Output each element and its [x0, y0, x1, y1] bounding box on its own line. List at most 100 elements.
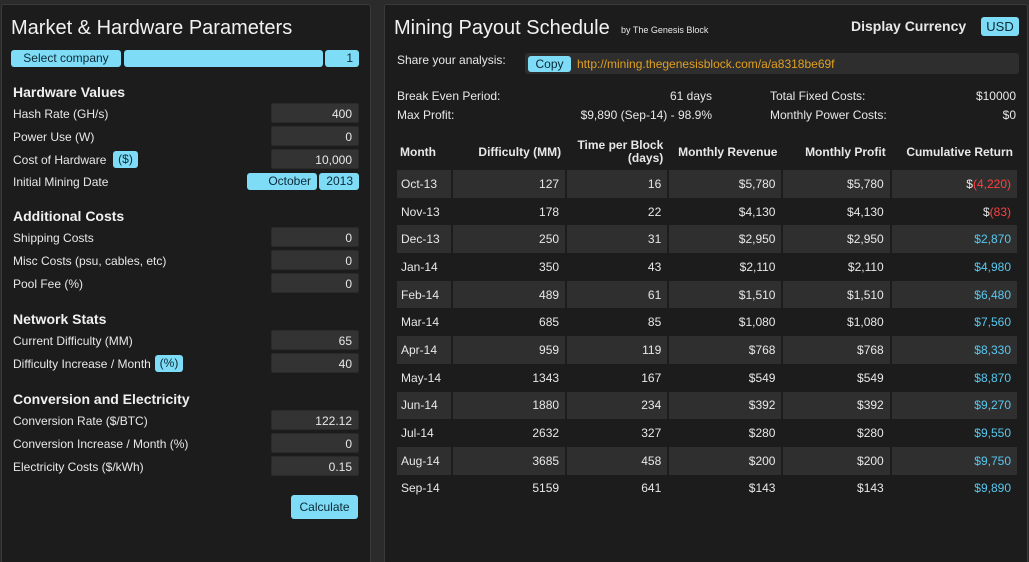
monthly-profit-cell: $2,110: [847, 259, 884, 274]
monthly-revenue-cell: $143: [748, 481, 776, 496]
month-cell: Nov-13: [401, 204, 440, 219]
table-row: May-14 1343 167 $549 $549 $8,870: [397, 364, 1017, 392]
market-hardware-panel: Market & Hardware Parameters Select comp…: [1, 4, 371, 562]
section-conversion-electricity: Conversion and Electricity: [13, 391, 190, 407]
month-cell: Oct-13: [397, 170, 451, 198]
month-cell: Aug-14: [397, 446, 451, 475]
table-header-row: Month Difficulty (MM) Time per Block (da…: [397, 134, 1017, 170]
cumulative-value: $8,330: [974, 342, 1011, 357]
cumulative-value: $9,270: [974, 398, 1011, 413]
monthly-profit-cell: $392: [783, 391, 890, 420]
table-row: Nov-13 178 22 $4,130 $4,130 $(83): [397, 198, 1017, 226]
difficulty-cell: 127: [452, 170, 566, 198]
power-use-input[interactable]: 0: [271, 126, 359, 146]
shipping-label: Shipping Costs: [13, 231, 94, 245]
share-url-link[interactable]: http://mining.thegenesisblock.com/a/a831…: [577, 57, 835, 71]
header-month: Month: [400, 144, 436, 159]
monthly-revenue-cell: $1,080: [738, 315, 776, 330]
difficulty-cell: 350: [539, 259, 560, 274]
time-per-block-cell: 234: [567, 391, 668, 420]
time-per-block-cell: 458: [567, 446, 668, 475]
monthly-profit-cell: $768: [783, 336, 890, 364]
hash-rate-input[interactable]: 400: [271, 103, 359, 123]
monthly-revenue-cell: $1,510: [669, 280, 782, 309]
share-label: Share your analysis:: [397, 53, 506, 67]
time-per-block-cell: 641: [641, 481, 662, 496]
cumulative-return-cell: $9,550: [892, 419, 1017, 447]
pool-fee-input[interactable]: 0: [271, 273, 359, 293]
difficulty-unit-button[interactable]: (%): [155, 355, 183, 372]
month-cell: Jan-14: [401, 259, 438, 274]
cumulative-return-cell: $(83): [892, 198, 1017, 226]
cumulative-value: $9,750: [974, 453, 1011, 468]
cumulative-return-cell: $(4,220): [891, 170, 1017, 198]
monthly-profit-cell: $5,780: [783, 170, 890, 198]
table-row: Sep-14 5159 641 $143 $143 $9,890: [397, 475, 1017, 503]
copy-button[interactable]: Copy: [528, 56, 571, 72]
hash-rate-label: Hash Rate (GH/s): [13, 107, 109, 121]
power-costs-label: Monthly Power Costs:: [770, 108, 887, 122]
cumulative-return-cell: $8,870: [892, 364, 1017, 392]
header-monthly-profit: Monthly Profit: [805, 144, 886, 159]
difficulty-increase-label: Difficulty Increase / Month: [13, 357, 151, 371]
electricity-label: Electricity Costs ($/kWh): [13, 460, 144, 474]
difficulty-cell: 1343: [532, 370, 560, 385]
conversion-rate-input[interactable]: 122.12: [271, 410, 359, 430]
cumulative-return-cell: $6,480: [891, 280, 1017, 309]
time-per-block-cell: 167: [641, 370, 662, 385]
company-dropdown[interactable]: [124, 50, 323, 67]
electricity-input[interactable]: 0.15: [271, 456, 359, 476]
mining-month-select[interactable]: October: [247, 173, 317, 190]
difficulty-increase-input[interactable]: 40: [271, 353, 359, 373]
currency-select[interactable]: USD: [981, 17, 1019, 36]
cumulative-prefix: $: [966, 176, 973, 191]
hardware-cost-currency-button[interactable]: ($): [113, 151, 138, 168]
cumulative-return-cell: $9,890: [892, 475, 1017, 503]
cumulative-return-cell: $7,560: [892, 308, 1017, 336]
month-cell: Jun-14: [397, 391, 451, 420]
fixed-costs-value: $10000: [975, 89, 1016, 103]
misc-costs-input[interactable]: 0: [271, 250, 359, 270]
difficulty-label: Current Difficulty (MM): [13, 334, 133, 348]
difficulty-cell: 959: [452, 336, 566, 364]
difficulty-cell: 5159: [532, 481, 560, 496]
monthly-revenue-cell: $280: [748, 426, 776, 441]
table-row: Apr-14 959 119 $768 $768 $8,330: [397, 336, 1017, 364]
cumulative-value: (4,220): [972, 176, 1011, 191]
difficulty-cell: 3685: [452, 446, 566, 475]
power-use-label: Power Use (W): [13, 130, 95, 144]
header-time-per-block: Time per Block (days): [577, 138, 664, 165]
header-monthly-revenue: Monthly Revenue: [678, 144, 778, 159]
month-cell: Apr-14: [397, 336, 451, 364]
panel-title: Market & Hardware Parameters: [11, 17, 293, 39]
difficulty-cell: 489: [452, 280, 566, 309]
cumulative-value: (83): [989, 204, 1011, 219]
cumulative-return-cell: $8,330: [891, 336, 1017, 364]
max-profit-value: $9,890 (Sep-14) - 98.9%: [580, 108, 712, 122]
mining-year-select[interactable]: 2013: [319, 173, 359, 190]
monthly-revenue-cell: $4,130: [738, 204, 776, 219]
calculate-button[interactable]: Calculate: [291, 495, 358, 519]
select-company-button[interactable]: Select company: [11, 50, 121, 67]
table-row: Jul-14 2632 327 $280 $280 $9,550: [397, 419, 1017, 447]
time-per-block-cell: 327: [641, 426, 662, 441]
difficulty-input[interactable]: 65: [271, 330, 359, 350]
month-cell: Mar-14: [401, 315, 440, 330]
break-even-label: Break Even Period:: [397, 89, 501, 103]
conversion-increase-input[interactable]: 0: [271, 433, 359, 453]
monthly-profit-cell: $280: [857, 426, 884, 441]
company-count[interactable]: 1: [325, 50, 359, 67]
cumulative-return-cell: $4,980: [892, 253, 1017, 281]
misc-costs-label: Misc Costs (psu, cables, etc): [13, 254, 167, 268]
table-row: Mar-14 685 85 $1,080 $1,080 $7,560: [397, 308, 1017, 336]
time-per-block-cell: 22: [647, 204, 662, 219]
hardware-cost-input[interactable]: 10,000: [271, 149, 359, 169]
conversion-increase-label: Conversion Increase / Month (%): [13, 437, 189, 451]
header-cumulative-return: Cumulative Return: [906, 144, 1013, 159]
section-network-stats: Network Stats: [13, 311, 107, 327]
monthly-profit-cell: $2,950: [783, 225, 890, 254]
fixed-costs-label: Total Fixed Costs:: [770, 89, 866, 103]
monthly-revenue-cell: $392: [669, 391, 782, 420]
shipping-input[interactable]: 0: [271, 227, 359, 247]
cumulative-return-cell: $2,870: [891, 225, 1017, 254]
